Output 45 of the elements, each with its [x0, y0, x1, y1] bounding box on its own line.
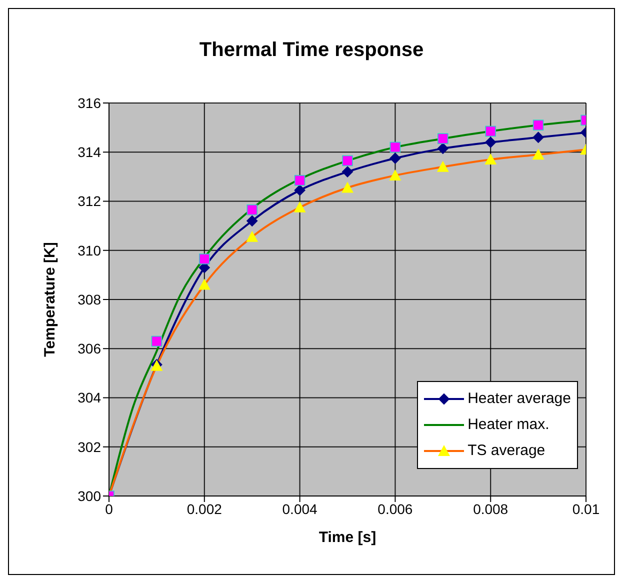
point — [532, 120, 544, 131]
y-tick-label: 304 — [78, 390, 102, 406]
x-tick-label: 0.006 — [378, 500, 413, 517]
point — [342, 166, 353, 178]
point — [246, 215, 258, 226]
y-tick-label: 310 — [78, 242, 102, 258]
y-tick-label: 300 — [78, 488, 102, 504]
legend-label: Heater average — [468, 389, 571, 409]
legend-label: Heater max. — [468, 415, 550, 435]
y-tick-label: 308 — [78, 291, 102, 308]
y-tick-label: 306 — [78, 340, 102, 357]
point — [294, 174, 306, 186]
point — [199, 254, 210, 264]
legend-label: TS average — [468, 441, 546, 461]
point — [151, 336, 162, 347]
point — [438, 133, 448, 144]
point — [294, 184, 306, 196]
y-tick-label: 312 — [78, 193, 102, 210]
point — [246, 204, 258, 216]
point — [532, 148, 544, 160]
point — [389, 169, 402, 180]
point — [342, 155, 353, 166]
point — [390, 142, 401, 153]
point — [246, 230, 258, 242]
y-tick-label: 314 — [78, 144, 102, 160]
x-tick-label: 0.002 — [186, 500, 222, 517]
point — [436, 160, 449, 172]
point — [484, 153, 497, 164]
chart-title: Thermal Time response — [198, 39, 425, 62]
point — [198, 278, 210, 290]
x-axis-title: Time [s] — [318, 529, 376, 546]
x-tick-label: 0.004 — [282, 500, 318, 517]
x-tick-label: 0.008 — [473, 500, 508, 517]
y-tick-label: 316 — [78, 94, 102, 111]
x-tick-label: 0 — [105, 500, 114, 517]
x-tick-label: 0.01 — [572, 500, 600, 517]
y-axis-title: Temperature [K] — [41, 242, 58, 357]
point — [437, 142, 448, 154]
point — [294, 201, 306, 212]
point — [342, 182, 354, 193]
point — [390, 152, 401, 164]
point — [532, 132, 544, 143]
point — [485, 136, 496, 148]
point — [485, 126, 496, 137]
y-tick-label: 302 — [78, 438, 102, 455]
